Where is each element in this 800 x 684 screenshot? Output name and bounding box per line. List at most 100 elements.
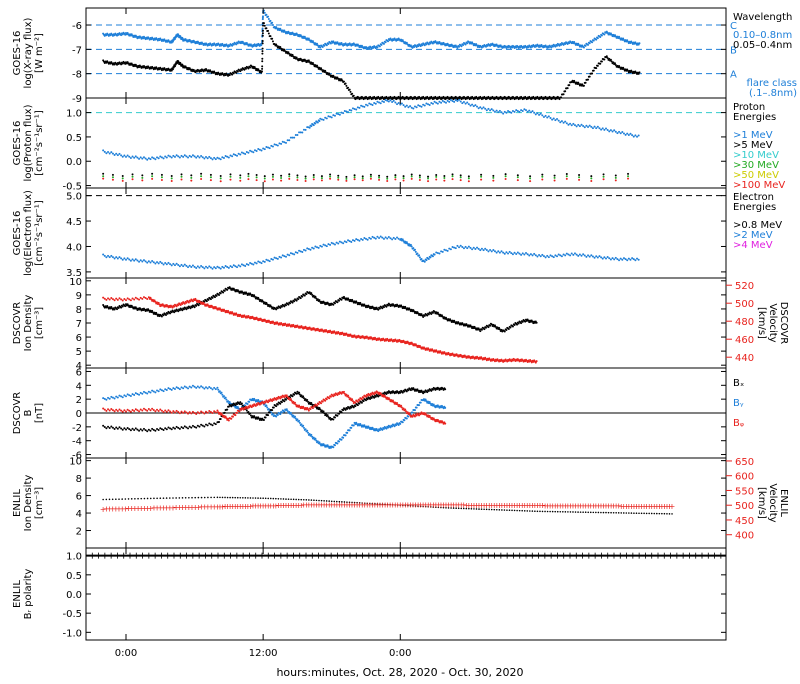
data-point	[358, 403, 360, 405]
data-point	[104, 151, 106, 153]
data-point	[480, 174, 482, 176]
data-point	[522, 321, 524, 323]
data-point	[194, 266, 196, 268]
data-point	[283, 411, 285, 413]
data-point	[207, 424, 209, 426]
data-point	[247, 173, 249, 175]
data-point	[140, 428, 142, 430]
data-point	[316, 405, 318, 407]
data-point	[166, 156, 168, 158]
data-point	[330, 396, 332, 398]
data-point	[181, 178, 183, 180]
data-point	[528, 255, 530, 257]
data-point	[215, 158, 217, 160]
data-point	[293, 300, 295, 302]
data-point	[264, 175, 266, 177]
data-point	[185, 497, 187, 499]
data-point	[135, 258, 137, 260]
data-point	[504, 253, 506, 255]
data-point	[549, 117, 551, 119]
data-point	[226, 289, 228, 291]
data-point	[403, 419, 405, 421]
data-point	[309, 249, 311, 251]
data-point	[138, 430, 140, 432]
data-point	[351, 398, 353, 400]
data-point	[146, 298, 148, 300]
data-point	[618, 259, 620, 261]
data-point	[166, 497, 168, 499]
data-point	[143, 259, 145, 261]
data-point	[505, 329, 507, 331]
data-point	[618, 131, 620, 133]
data-point	[584, 255, 586, 257]
data-point	[394, 178, 396, 180]
data-point	[166, 411, 168, 413]
data-point	[158, 390, 160, 392]
data-point	[125, 156, 127, 158]
data-point	[589, 76, 591, 78]
data-point	[195, 413, 197, 415]
data-point	[279, 403, 281, 405]
data-point	[400, 405, 402, 407]
data-point	[310, 125, 312, 127]
data-point	[190, 266, 192, 268]
data-point	[334, 115, 336, 117]
data-point	[125, 498, 127, 500]
data-point	[345, 176, 347, 178]
data-point	[393, 237, 395, 239]
data-point	[517, 251, 519, 253]
data-point	[323, 119, 325, 121]
data-point	[466, 42, 468, 44]
data-point	[602, 127, 604, 129]
data-point	[190, 427, 192, 429]
data-point	[146, 410, 148, 412]
data-point	[556, 118, 558, 120]
data-point	[154, 158, 156, 160]
data-point	[202, 156, 204, 158]
data-point	[297, 298, 299, 300]
data-point	[666, 513, 668, 515]
data-point	[175, 497, 177, 499]
data-point	[320, 402, 322, 404]
data-point	[505, 251, 507, 253]
data-point	[600, 129, 602, 131]
data-point	[149, 392, 151, 394]
data-point	[169, 263, 171, 265]
data-point	[243, 69, 245, 71]
data-point	[354, 174, 356, 176]
data-point	[237, 42, 239, 44]
data-point	[280, 498, 282, 500]
data-point	[137, 498, 139, 500]
data-point	[110, 255, 112, 257]
data-point	[182, 412, 184, 414]
data-point	[411, 245, 413, 247]
data-point	[386, 180, 388, 182]
data-point	[313, 247, 315, 249]
data-point	[110, 297, 112, 299]
data-point	[102, 425, 104, 427]
data-point	[536, 112, 538, 114]
series-proton-blue	[102, 99, 640, 161]
data-point	[540, 113, 542, 115]
data-point	[269, 412, 271, 414]
data-point	[288, 139, 290, 141]
data-point	[615, 131, 617, 133]
data-point	[187, 156, 189, 158]
data-point	[141, 179, 143, 181]
data-point	[290, 498, 292, 500]
data-point	[120, 427, 122, 429]
data-point	[257, 497, 259, 499]
data-point	[169, 410, 171, 412]
data-point	[237, 71, 239, 73]
data-point	[456, 100, 458, 102]
data-point	[363, 400, 365, 402]
series-enlil_polarity-black	[86, 553, 726, 559]
data-point	[587, 126, 589, 128]
data-point	[615, 512, 617, 514]
data-point	[310, 292, 312, 294]
data-point	[120, 410, 122, 412]
data-point	[317, 122, 319, 124]
data-point	[408, 412, 410, 414]
data-point	[265, 14, 267, 16]
data-point	[600, 256, 602, 258]
